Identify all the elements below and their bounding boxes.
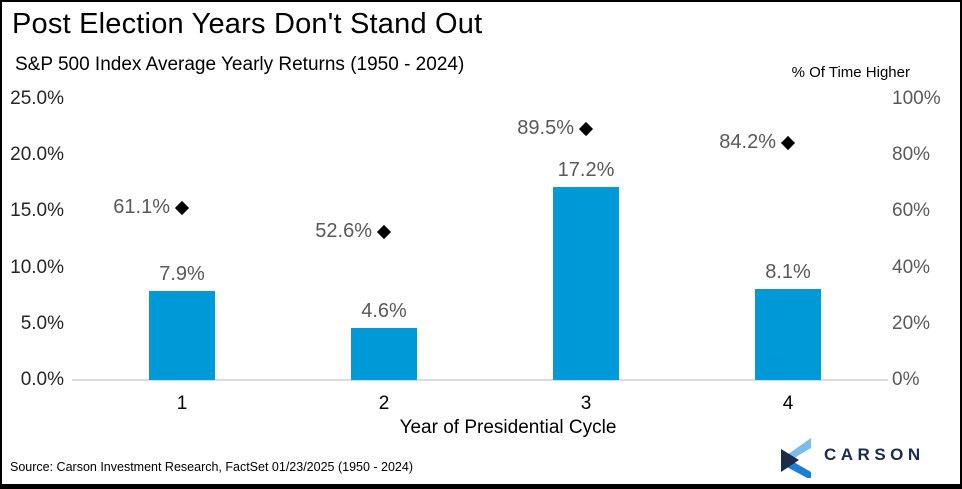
bar-value-label: 8.1% — [765, 260, 811, 283]
x-axis-title: Year of Presidential Cycle — [399, 417, 617, 438]
x-axis-tick-label: 3 — [580, 393, 592, 414]
right-axis-tick-label: 80% — [892, 144, 931, 166]
diamond-marker — [780, 136, 796, 151]
diamond-value-label: 84.2% — [719, 131, 776, 154]
x-axis-line — [72, 379, 888, 381]
carson-logomark-icon — [781, 438, 811, 478]
y-axis-tick-label: 15.0% — [10, 200, 64, 222]
carson-logo: CARSON — [772, 432, 952, 478]
right-axis-title: % Of Time Higher — [791, 64, 910, 81]
bar — [755, 288, 821, 380]
diamond-value-label: 52.6% — [315, 220, 372, 243]
x-axis-tick-label: 1 — [176, 393, 188, 414]
bar — [351, 328, 417, 380]
diamond-value-label: 89.5% — [517, 116, 574, 139]
right-axis-tick-label: 20% — [892, 312, 931, 334]
diamond-marker — [376, 225, 392, 240]
bar — [553, 186, 619, 380]
page-subtitle: S&P 500 Index Average Yearly Returns (19… — [15, 54, 465, 75]
x-axis-tick-label: 2 — [378, 393, 390, 414]
diamond-marker — [174, 201, 190, 216]
bar — [149, 291, 215, 380]
y-axis-tick-label: 25.0% — [10, 88, 64, 109]
source-note: Source: Carson Investment Research, Fact… — [10, 460, 414, 474]
diamond-marker — [578, 121, 594, 136]
right-axis-tick-label: 60% — [892, 200, 931, 222]
x-axis-tick-label: 4 — [782, 393, 794, 414]
bar-value-label: 7.9% — [159, 263, 205, 286]
bar-value-label: 4.6% — [361, 300, 407, 323]
y-axis-tick-label: 5.0% — [20, 312, 64, 334]
bar-value-label: 17.2% — [557, 158, 615, 181]
carson-logo-text: CARSON — [824, 445, 925, 464]
page-title: Post Election Years Don't Stand Out — [12, 8, 483, 40]
y-axis-tick-label: 0.0% — [20, 369, 64, 390]
right-axis-tick-label: 100% — [892, 88, 941, 109]
y-axis-tick-label: 10.0% — [10, 256, 64, 278]
right-axis-tick-label: 40% — [892, 256, 931, 278]
right-axis-tick-label: 0% — [892, 369, 920, 390]
diamond-value-label: 61.1% — [113, 196, 170, 219]
y-axis-tick-label: 20.0% — [10, 144, 64, 166]
